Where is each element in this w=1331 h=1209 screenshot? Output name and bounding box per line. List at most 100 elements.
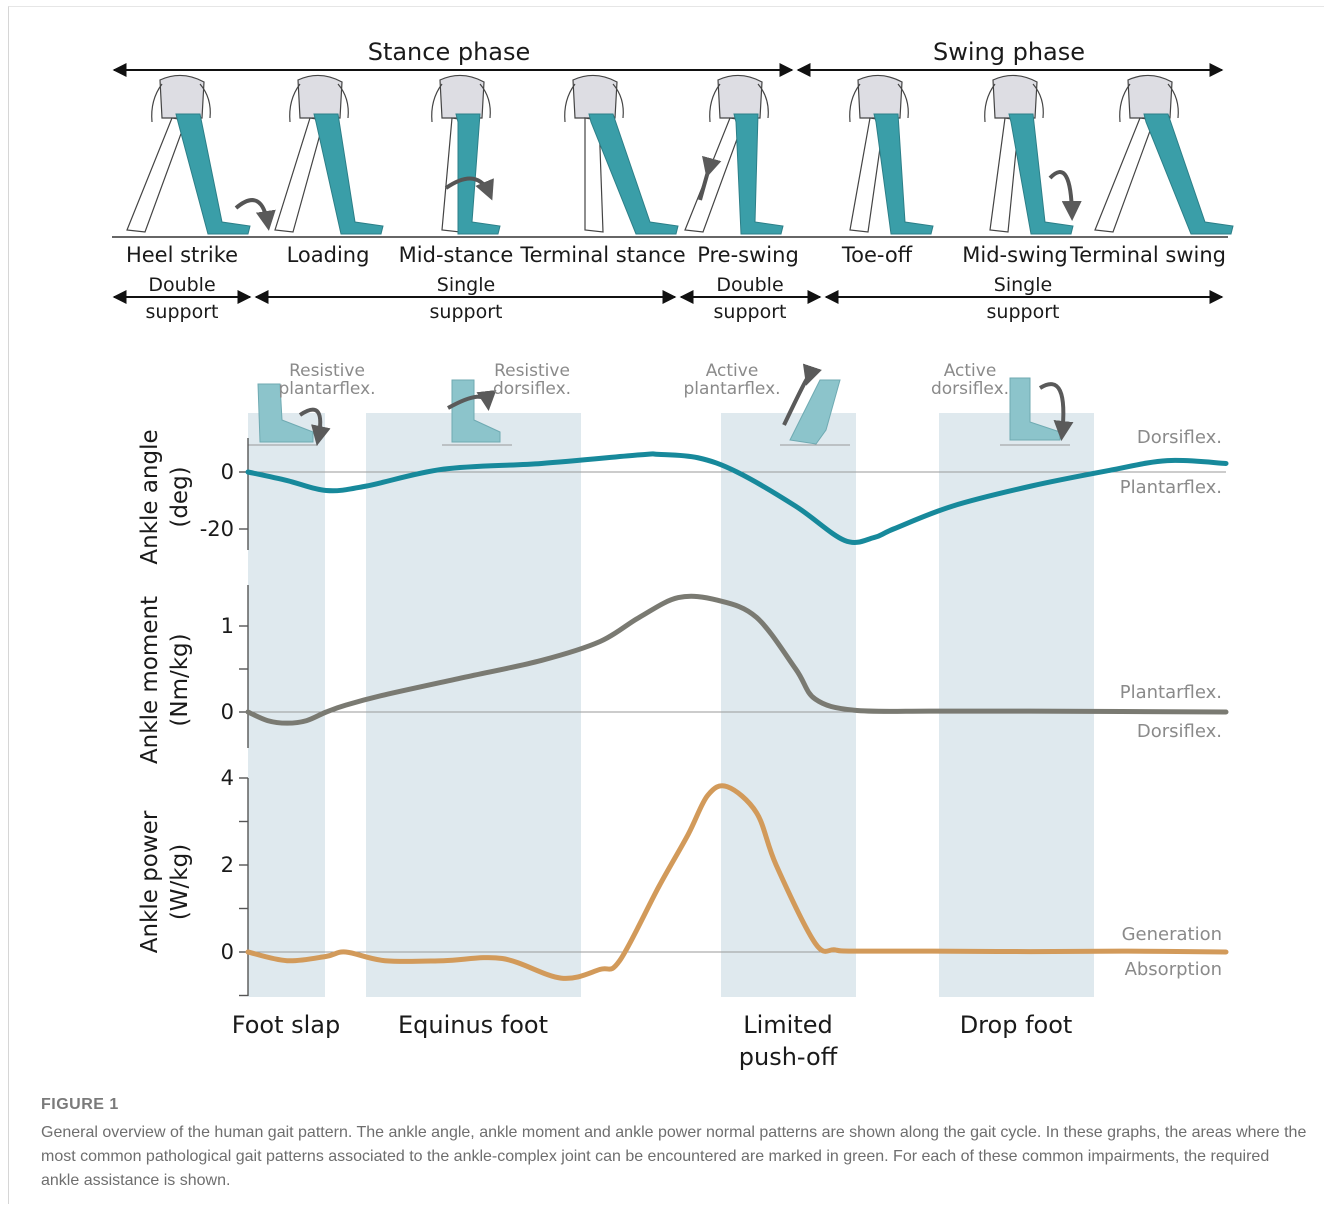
gait-figure: Stance phase Swing phase Heel strike Loa… xyxy=(112,38,1234,1071)
assist-label-1b: plantarflex. xyxy=(278,379,375,399)
assistance-labels: Resistive plantarflex. Resistive dorsifl… xyxy=(278,361,1009,399)
figure-arm xyxy=(709,83,721,123)
walking-figure-2 xyxy=(274,74,384,235)
band-equinus-foot xyxy=(366,413,581,997)
y-axis-unit: (deg) xyxy=(167,466,193,527)
figure-arm xyxy=(897,83,909,119)
y-tick-label: -20 xyxy=(200,517,234,541)
figure-arm xyxy=(337,83,349,119)
y-tick-label: 2 xyxy=(221,853,234,877)
support-row: Double support Single support Double sup… xyxy=(112,274,1224,323)
figure-arm xyxy=(479,83,491,119)
figure-shorts xyxy=(717,74,763,119)
phase-swing-label: Swing phase xyxy=(933,38,1085,66)
assist-label-2b: dorsiflex. xyxy=(493,379,571,399)
figure-highlighted-leg xyxy=(588,113,679,235)
y-tick-label: 0 xyxy=(221,700,234,724)
figure-frame xyxy=(8,6,1324,1204)
figure-back-leg xyxy=(126,117,187,233)
support-label-1b: support xyxy=(146,301,219,323)
walking-figure-1 xyxy=(126,74,251,235)
impairment-label-1: Foot slap xyxy=(232,1011,340,1039)
figure-highlighted-leg xyxy=(455,113,501,235)
y-axis-unit: (Nm/kg) xyxy=(167,633,193,726)
walking-figure-8 xyxy=(1094,74,1234,235)
chart-panel-3: 4 2 0 Ankle power (W/kg) Generation Absorption xyxy=(137,766,1229,997)
series-curve xyxy=(245,783,1229,981)
lower-direction-note: Plantarflex. xyxy=(1120,477,1222,498)
figure-highlighted-leg xyxy=(733,113,784,235)
assist-rotation-arrow-4 xyxy=(1038,382,1074,441)
event-loading: Loading xyxy=(287,243,370,267)
foot-icon-2 xyxy=(451,379,501,443)
y-tick-label: 4 xyxy=(221,766,234,790)
assist-label-3a: Active xyxy=(706,361,759,381)
impairment-labels: Foot slap Equinus foot Limited push-off … xyxy=(232,1011,1073,1071)
figure-arm xyxy=(431,83,443,123)
event-mid-stance: Mid-stance xyxy=(399,243,514,267)
impairment-label-3b: push-off xyxy=(739,1043,838,1071)
figure-arm xyxy=(612,83,624,119)
figure-rotation-arrow-3 xyxy=(698,155,722,201)
assist-rotation-arrow-2 xyxy=(447,389,497,411)
upper-direction-note: Dorsiflex. xyxy=(1137,427,1222,448)
phase-stance-label: Stance phase xyxy=(368,38,531,66)
figure-highlighted-leg xyxy=(313,113,384,235)
figure-shorts xyxy=(992,74,1038,119)
assist-rotation-arrow-3 xyxy=(782,363,822,426)
assist-label-4b: dorsiflex. xyxy=(931,379,1009,399)
figure-arm xyxy=(151,83,163,123)
impairment-bands xyxy=(248,413,1094,997)
event-mid-swing: Mid-swing xyxy=(962,243,1067,267)
figure-shorts xyxy=(857,74,903,119)
band-foot-slap xyxy=(248,413,325,997)
support-label-4b: support xyxy=(987,301,1060,323)
lower-direction-note: Absorption xyxy=(1125,959,1222,980)
assist-rotation-arrow-1 xyxy=(298,407,331,446)
figure-shorts xyxy=(439,74,485,119)
support-label-1a: Double xyxy=(148,274,215,296)
event-heel-strike: Heel strike xyxy=(126,243,238,267)
assist-label-3b: plantarflex. xyxy=(683,379,780,399)
impairment-label-4: Drop foot xyxy=(960,1011,1073,1039)
walking-figures xyxy=(126,74,1234,235)
chart-panel-2: 1 0 Ankle moment (Nm/kg) Plantarflex. Dorsifl… xyxy=(137,585,1229,764)
series-curve xyxy=(245,593,1229,726)
event-toe-off: Toe-off xyxy=(841,243,913,267)
event-pre-swing: Pre-swing xyxy=(697,243,799,267)
impairment-label-3a: Limited xyxy=(743,1011,833,1039)
event-terminal-stance: Terminal stance xyxy=(519,243,685,267)
chart-panel-1: 0 -20 Ankle angle (deg) Dorsiflex. Plantarfle… xyxy=(137,427,1229,565)
figure-highlighted-leg xyxy=(175,113,251,235)
phase-header: Stance phase Swing phase xyxy=(112,38,1224,77)
y-tick-label: 0 xyxy=(221,940,234,964)
support-label-4a: Single xyxy=(994,274,1052,296)
figure-arm xyxy=(1167,83,1179,119)
gait-charts: 0 -20 Ankle angle (deg) Dorsiflex. Plantarfle… xyxy=(137,427,1229,997)
walking-figure-6 xyxy=(849,74,934,235)
figure-highlighted-leg xyxy=(873,113,934,235)
support-label-3b: support xyxy=(714,301,787,323)
figure-shorts xyxy=(159,74,205,119)
y-tick-label: 0 xyxy=(221,460,234,484)
foot-icon-3 xyxy=(789,379,841,445)
assistance-icons xyxy=(248,363,1074,446)
figure-shorts xyxy=(1127,74,1173,119)
assist-label-1a: Resistive xyxy=(289,361,365,381)
figure-arm xyxy=(199,83,211,119)
assist-label-2a: Resistive xyxy=(494,361,570,381)
figure-highlighted-leg xyxy=(1008,113,1074,235)
figure-arm xyxy=(1032,83,1044,119)
event-terminal-swing: Terminal swing xyxy=(1069,243,1226,267)
y-axis-label: Ankle power xyxy=(137,810,163,953)
figure-highlighted-leg xyxy=(1143,113,1234,235)
support-label-2b: support xyxy=(430,301,503,323)
walking-figure-3 xyxy=(431,74,501,235)
figure-shorts xyxy=(572,74,618,119)
caption-title: FIGURE 1 xyxy=(41,1096,119,1113)
figure-arm xyxy=(289,83,301,123)
walking-figure-7 xyxy=(984,74,1074,235)
lower-direction-note: Dorsiflex. xyxy=(1137,721,1222,742)
upper-direction-note: Plantarflex. xyxy=(1120,682,1222,703)
foot-icon-4 xyxy=(1009,377,1061,441)
